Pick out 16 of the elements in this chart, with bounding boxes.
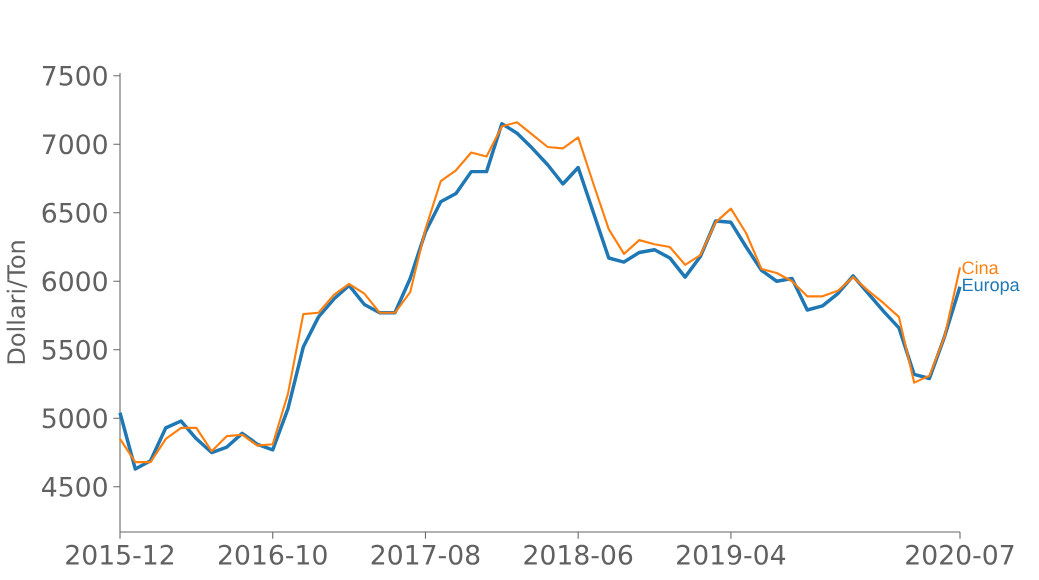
y-tick-label: 4500 <box>42 476 107 497</box>
y-tick-label: 7500 <box>42 65 107 86</box>
y-tick-label: 6000 <box>42 271 107 292</box>
x-tick-label: 2020-07 <box>906 544 1014 565</box>
x-tick-label: 2016-10 <box>218 544 327 565</box>
x-tick-label: 2018-06 <box>524 544 633 565</box>
x-tick-label: 2019-04 <box>677 544 786 565</box>
y-tick-label: 6500 <box>42 202 107 223</box>
y-tick-label: 5000 <box>42 408 107 429</box>
series-label: Cina <box>962 260 999 275</box>
x-tick-label: 2015-12 <box>66 544 174 565</box>
y-tick-label: 7000 <box>42 134 107 155</box>
series-label: Europa <box>963 278 1020 295</box>
y-tick-label: 5500 <box>42 339 107 360</box>
x-tick-label: 2017-08 <box>371 544 480 565</box>
y-axis-title: Dollari/Ton <box>6 241 28 364</box>
